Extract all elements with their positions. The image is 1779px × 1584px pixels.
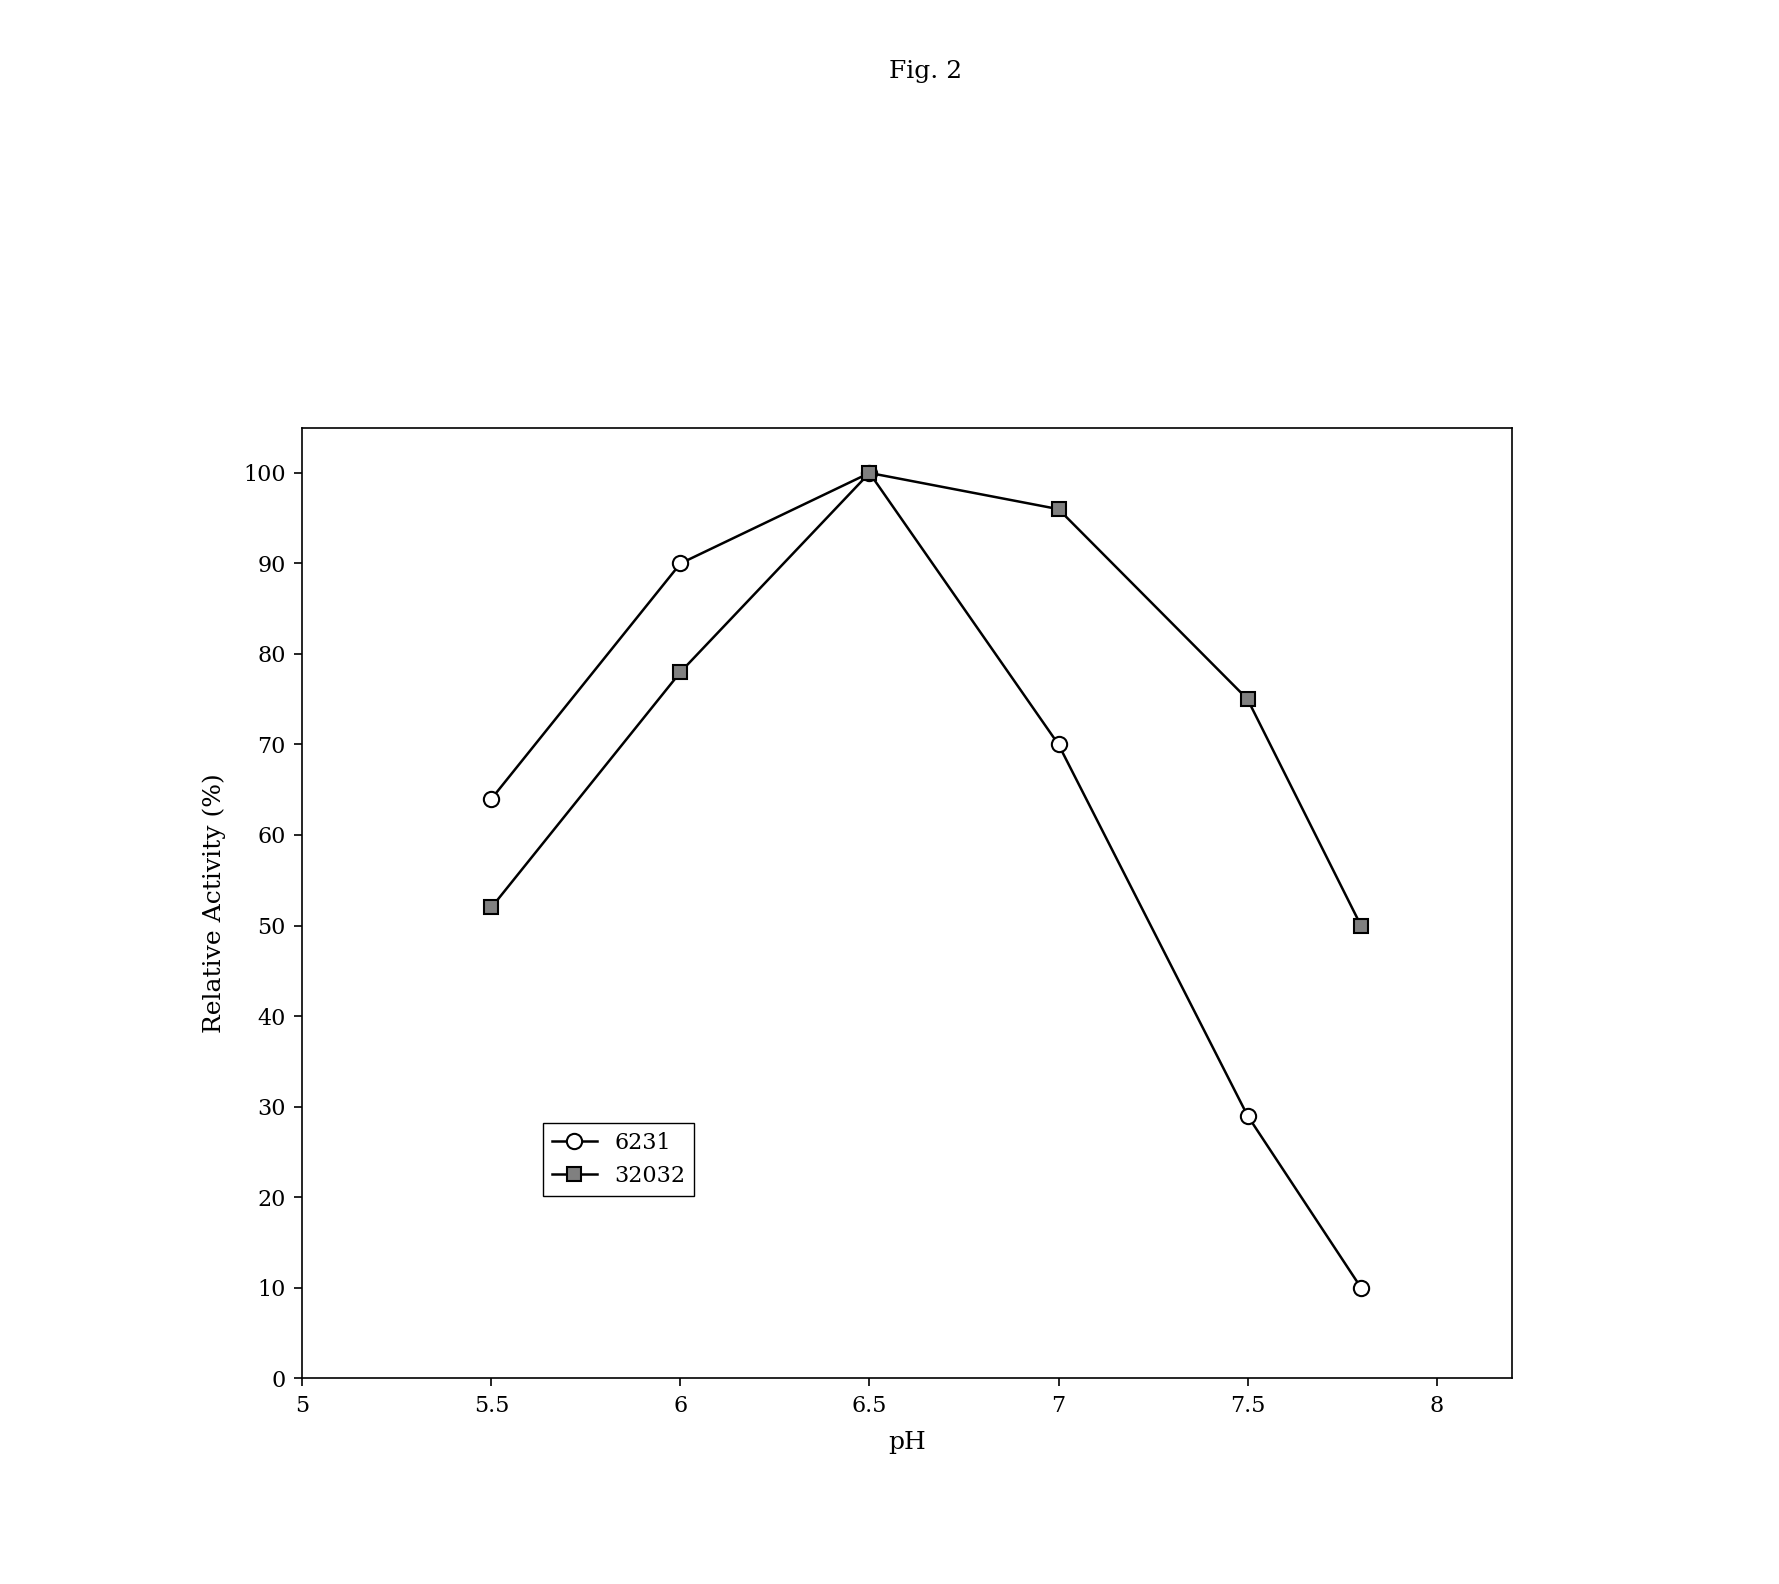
Text: Fig. 2: Fig. 2: [888, 60, 962, 82]
32032: [1048, 499, 1069, 518]
32032: [859, 464, 881, 483]
6231: [671, 554, 692, 573]
6231: [480, 789, 502, 808]
Legend: 6231, 32032: 6231, 32032: [543, 1123, 694, 1196]
6231: [1048, 735, 1069, 754]
32032: [480, 898, 502, 917]
32032: [1350, 916, 1372, 935]
32032: [1236, 689, 1258, 708]
X-axis label: pH: pH: [888, 1430, 927, 1454]
6231: [1350, 1278, 1372, 1297]
6231: [859, 464, 881, 483]
6231: [1236, 1106, 1258, 1125]
Y-axis label: Relative Activity (%): Relative Activity (%): [203, 773, 226, 1033]
Line: 32032: 32032: [484, 466, 1368, 933]
32032: [671, 662, 692, 681]
Line: 6231: 6231: [484, 466, 1368, 1296]
